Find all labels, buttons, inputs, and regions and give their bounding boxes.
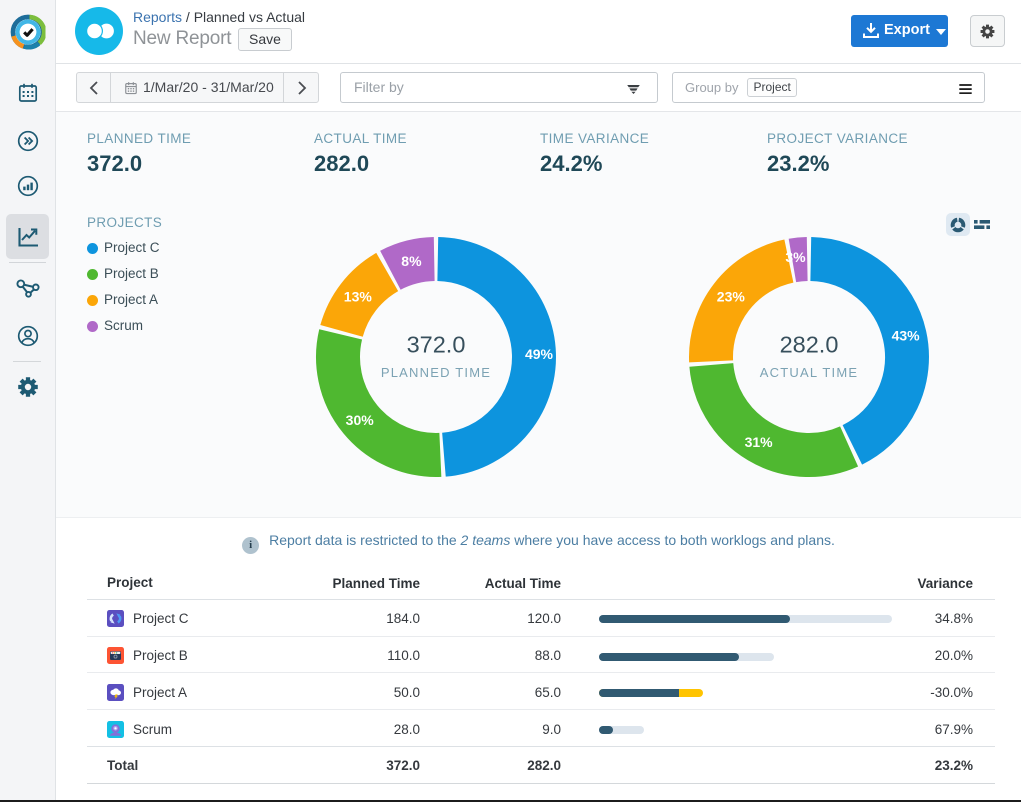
svg-text:372.0: 372.0 [406,331,465,357]
svg-text:3%: 3% [785,249,806,265]
svg-text:282.0: 282.0 [779,332,838,358]
svg-text:13%: 13% [343,288,372,304]
svg-text:43%: 43% [891,327,920,343]
svg-text:PLANNED TIME: PLANNED TIME [380,365,490,380]
svg-text:31%: 31% [744,434,773,450]
svg-text:49%: 49% [524,346,553,362]
svg-text:23%: 23% [716,288,745,304]
svg-text:8%: 8% [401,253,422,269]
svg-text:30%: 30% [345,412,374,428]
svg-text:ACTUAL TIME: ACTUAL TIME [759,365,857,380]
